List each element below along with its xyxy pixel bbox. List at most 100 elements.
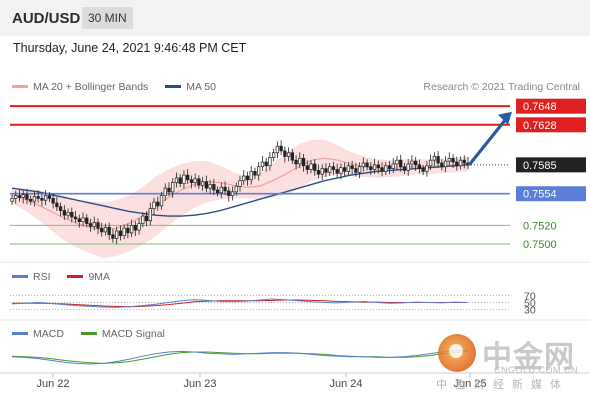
candle-body	[167, 187, 171, 193]
rsi-level-label: 30	[524, 305, 536, 317]
candle	[167, 182, 171, 197]
candle	[268, 152, 272, 171]
candle	[156, 196, 160, 211]
candle-body	[354, 168, 358, 173]
candle-body	[305, 165, 309, 170]
candle-body	[257, 166, 261, 176]
candle	[29, 195, 33, 205]
candle	[107, 222, 111, 241]
candle	[369, 161, 373, 175]
candle-body	[126, 227, 130, 234]
candle-body	[298, 157, 302, 165]
candle-body	[118, 230, 123, 236]
candle-body	[29, 198, 33, 202]
candle	[257, 161, 261, 181]
candle	[215, 186, 220, 197]
candle	[58, 202, 63, 217]
candle	[298, 152, 302, 169]
candle-body	[294, 159, 298, 165]
candle-body	[376, 164, 380, 169]
x-tick-label: Jun 24	[329, 378, 362, 390]
candle-body	[129, 225, 134, 234]
candle	[36, 190, 40, 203]
candle-body	[219, 186, 223, 194]
level-label: 0.7500	[523, 239, 557, 251]
candle	[208, 180, 212, 195]
candle	[309, 160, 313, 174]
candle-body	[391, 163, 395, 169]
candle	[103, 223, 108, 236]
candle-body	[96, 222, 100, 229]
candle	[47, 191, 52, 203]
candle	[14, 190, 18, 204]
candle	[395, 155, 399, 170]
candle	[447, 152, 451, 166]
bollinger-band	[12, 139, 468, 258]
candle	[189, 175, 194, 189]
candle-body	[197, 178, 201, 186]
candle-body	[290, 152, 294, 161]
candle-body	[156, 201, 160, 207]
candle-body	[193, 178, 197, 183]
candle	[458, 156, 463, 170]
candle-body	[343, 167, 347, 172]
candle	[294, 155, 298, 170]
candle	[313, 159, 317, 176]
candle-body	[58, 206, 63, 211]
candle-body	[100, 227, 104, 233]
candle	[230, 186, 235, 201]
level-label: 0.7648	[523, 101, 557, 113]
legend-item-rsi: RSI	[12, 271, 51, 283]
candle	[245, 171, 250, 186]
candle-body	[21, 194, 25, 198]
candle	[148, 202, 152, 226]
candle	[275, 141, 280, 159]
candle-body	[432, 156, 437, 161]
candle-body	[328, 166, 332, 173]
candle	[264, 157, 268, 172]
candle-body	[137, 223, 141, 231]
candle	[200, 176, 205, 191]
candle-body	[204, 181, 209, 189]
candle-body	[186, 174, 190, 181]
candle	[372, 158, 377, 174]
candle	[70, 207, 74, 223]
candle-body	[238, 180, 242, 187]
candle	[436, 151, 440, 168]
candle-body	[103, 226, 108, 233]
candle	[25, 189, 29, 205]
candle	[328, 162, 332, 177]
candle	[234, 182, 238, 196]
candle	[301, 154, 306, 172]
candle-body	[387, 165, 392, 169]
rsi-legend: RSI 9MA	[12, 271, 124, 283]
candle-body	[163, 187, 167, 196]
candle	[88, 218, 93, 232]
candle-body	[70, 212, 74, 218]
timeframe-badge[interactable]: 30 MIN	[82, 7, 133, 29]
candle	[85, 214, 89, 228]
candle-body	[215, 189, 220, 194]
candle-body	[275, 145, 280, 154]
candle	[350, 160, 354, 174]
candle-body	[399, 159, 403, 168]
candle-body	[410, 160, 414, 165]
candle-body	[40, 198, 44, 201]
forecast-arrow	[468, 116, 509, 166]
candle-body	[148, 208, 152, 222]
candle	[174, 172, 179, 188]
candle	[380, 162, 384, 177]
candle-body	[462, 159, 466, 164]
candle	[21, 190, 25, 204]
candle	[305, 160, 309, 175]
candle-body	[350, 165, 354, 169]
candle-body	[279, 145, 283, 152]
candle-body	[268, 157, 272, 167]
candle-body	[10, 198, 14, 202]
macd-legend: MACD MACD Signal	[12, 328, 179, 340]
candle	[443, 156, 448, 173]
candle	[92, 216, 96, 231]
candle	[163, 183, 167, 201]
candle-body	[421, 168, 425, 172]
